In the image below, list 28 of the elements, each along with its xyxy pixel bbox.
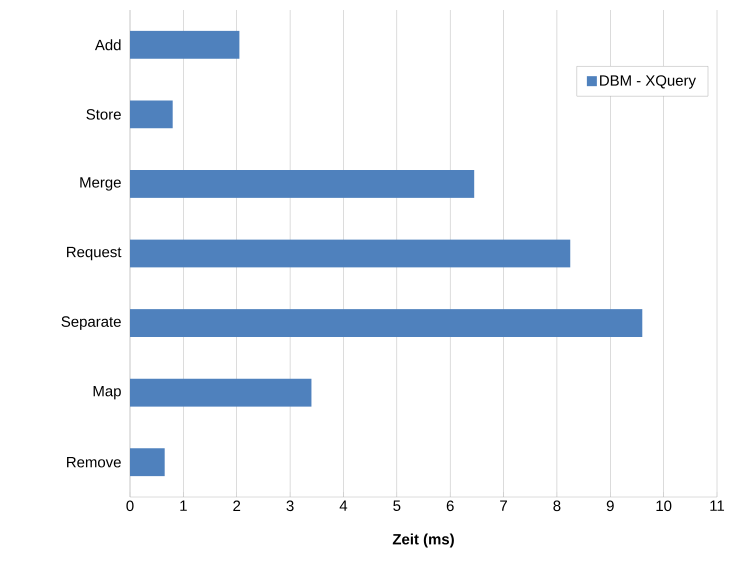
x-tick-label: 8 <box>553 500 560 512</box>
x-tick-label: 5 <box>393 500 400 511</box>
y-tick-label: Merge <box>80 177 121 191</box>
x-tick-label: 9 <box>606 500 614 512</box>
x-tick-label: 7 <box>500 500 507 511</box>
x-tick-label: 2 <box>233 500 240 511</box>
bar <box>130 30 240 59</box>
bar <box>130 240 570 268</box>
x-tick-label: 10 <box>656 500 672 512</box>
x-tick-label: 4 <box>340 500 348 511</box>
bar <box>130 100 173 128</box>
bar <box>130 309 642 337</box>
bar <box>130 170 474 198</box>
y-tick-label: Remove <box>67 457 121 468</box>
x-tick-label: 1 <box>180 500 187 511</box>
x-tick-label: 6 <box>446 500 454 512</box>
y-tick-label: Add <box>94 39 121 50</box>
x-tick-label: 0 <box>126 500 134 512</box>
y-tick-label: Store <box>86 109 121 120</box>
y-tick-label: Separate <box>62 316 121 330</box>
bar <box>130 448 165 476</box>
x-tick-label: 11 <box>710 500 724 511</box>
y-tick-label: Request <box>67 246 122 260</box>
x-tick-label: 3 <box>286 500 294 512</box>
y-tick-label: Map <box>94 386 121 400</box>
bar <box>130 378 312 407</box>
legend-label: DBM - XQuery <box>600 75 696 89</box>
x-axis-title: Zeit (ms) <box>392 534 454 548</box>
